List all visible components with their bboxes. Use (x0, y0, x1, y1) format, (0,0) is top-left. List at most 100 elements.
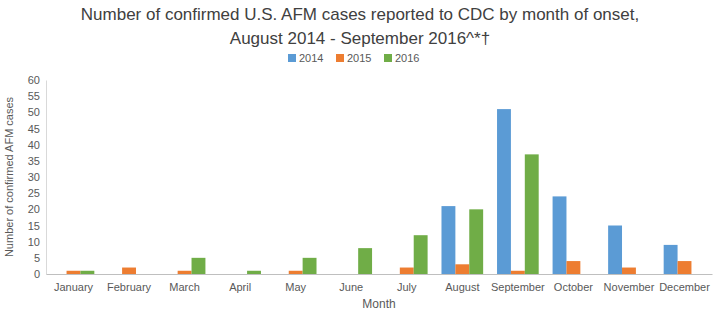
x-tick: January (54, 274, 94, 293)
y-tick: 55 (28, 90, 46, 102)
bar (80, 271, 94, 274)
plot: 0 5 10 15 20 25 30 35 40 45 50 55 60 January February M… (28, 74, 713, 293)
x-axis: January February March April May June July Augu… (47, 274, 713, 293)
x-tick: July (397, 274, 417, 293)
series (80, 154, 538, 274)
x-tick-label: June (339, 281, 363, 293)
bar (441, 206, 455, 274)
bar (233, 274, 247, 275)
x-tick: November (604, 274, 655, 293)
x-tick-label: February (107, 281, 152, 293)
x-tick-label: January (54, 281, 94, 293)
y-tick-label: 10 (28, 236, 40, 248)
y-tick: 50 (28, 106, 46, 118)
bar (608, 226, 622, 275)
bar (136, 274, 150, 275)
x-tick-label: May (285, 281, 306, 293)
title: August 2014 - September 2016^*† (230, 29, 490, 48)
y-tick: 45 (28, 123, 46, 135)
bar (414, 235, 428, 274)
bar (344, 274, 358, 275)
x-tick: August (445, 274, 479, 293)
series (441, 109, 677, 274)
x-tick-label: September (491, 281, 545, 293)
bar (67, 271, 81, 274)
legend-label: 2015 (347, 52, 371, 64)
y-tick: 40 (28, 139, 46, 151)
y-tick-label: 30 (28, 171, 40, 183)
y-tick-label: 25 (28, 187, 40, 199)
x-axis-title: Month (362, 297, 395, 311)
bar (358, 248, 372, 274)
bar (455, 264, 469, 274)
legend-item: 2014 (288, 52, 323, 64)
bar (664, 245, 678, 274)
y-tick: 35 (28, 155, 46, 167)
y-axis: 0 5 10 15 20 25 30 35 40 45 50 55 60 (28, 74, 47, 280)
bar (497, 109, 511, 274)
bar (511, 271, 525, 274)
x-tick: March (169, 274, 200, 293)
y-tick-label: 5 (34, 252, 40, 264)
x-tick: April (229, 274, 251, 293)
y-tick-label: 45 (28, 123, 40, 135)
bar (192, 258, 206, 274)
title-group: Number of confirmed U.S. AFM cases repor… (81, 5, 639, 48)
x-tick-label: December (659, 281, 710, 293)
bar (178, 271, 192, 274)
bar (289, 271, 303, 274)
y-tick: 60 (28, 74, 46, 86)
legend-label: 2016 (395, 52, 419, 64)
bar (247, 271, 261, 274)
x-tick: December (659, 274, 710, 293)
legend-swatch (288, 54, 296, 62)
y-tick: 30 (28, 171, 46, 183)
y-tick: 25 (28, 187, 46, 199)
bar (622, 268, 636, 274)
y-tick: 0 (34, 268, 46, 280)
x-tick-label: April (229, 281, 251, 293)
legend-label: 2014 (299, 52, 323, 64)
legend: 2014 2015 2016 (288, 52, 419, 64)
y-axis-line (46, 81, 47, 275)
bar (678, 261, 692, 274)
bar (469, 209, 483, 274)
legend-swatch (336, 54, 344, 62)
y-tick-label: 20 (28, 203, 40, 215)
y-tick-label: 35 (28, 155, 40, 167)
y-tick-label: 40 (28, 139, 40, 151)
y-tick-label: 50 (28, 106, 40, 118)
bar (566, 261, 580, 274)
y-tick-label: 0 (34, 268, 40, 280)
legend-item: 2015 (336, 52, 371, 64)
y-axis-title: Number of confirmed AFM cases (3, 96, 15, 257)
bar (122, 268, 136, 274)
y-tick-label: 60 (28, 74, 40, 86)
y-tick-label: 15 (28, 220, 40, 232)
series (67, 261, 692, 274)
x-axis-line (47, 274, 713, 275)
x-tick: June (339, 274, 363, 293)
x-tick-label: November (604, 281, 655, 293)
title: Number of confirmed U.S. AFM cases repor… (81, 5, 639, 24)
y-tick: 15 (28, 220, 46, 232)
x-tick: May (285, 274, 306, 293)
x-tick: October (554, 274, 593, 293)
chart: Number of confirmed U.S. AFM cases repor… (0, 0, 720, 314)
bar (553, 196, 567, 274)
bar (525, 154, 539, 274)
x-tick-label: July (397, 281, 417, 293)
bars (67, 109, 692, 274)
y-tick-label: 55 (28, 90, 40, 102)
y-tick: 20 (28, 203, 46, 215)
x-tick: September (491, 274, 545, 293)
y-tick: 5 (34, 252, 46, 264)
bar (303, 258, 317, 274)
legend-swatch (384, 54, 392, 62)
bar (400, 268, 414, 274)
legend-item: 2016 (384, 52, 419, 64)
y-tick: 10 (28, 236, 46, 248)
x-tick-label: March (169, 281, 200, 293)
x-tick-label: October (554, 281, 593, 293)
x-tick-label: August (445, 281, 479, 293)
